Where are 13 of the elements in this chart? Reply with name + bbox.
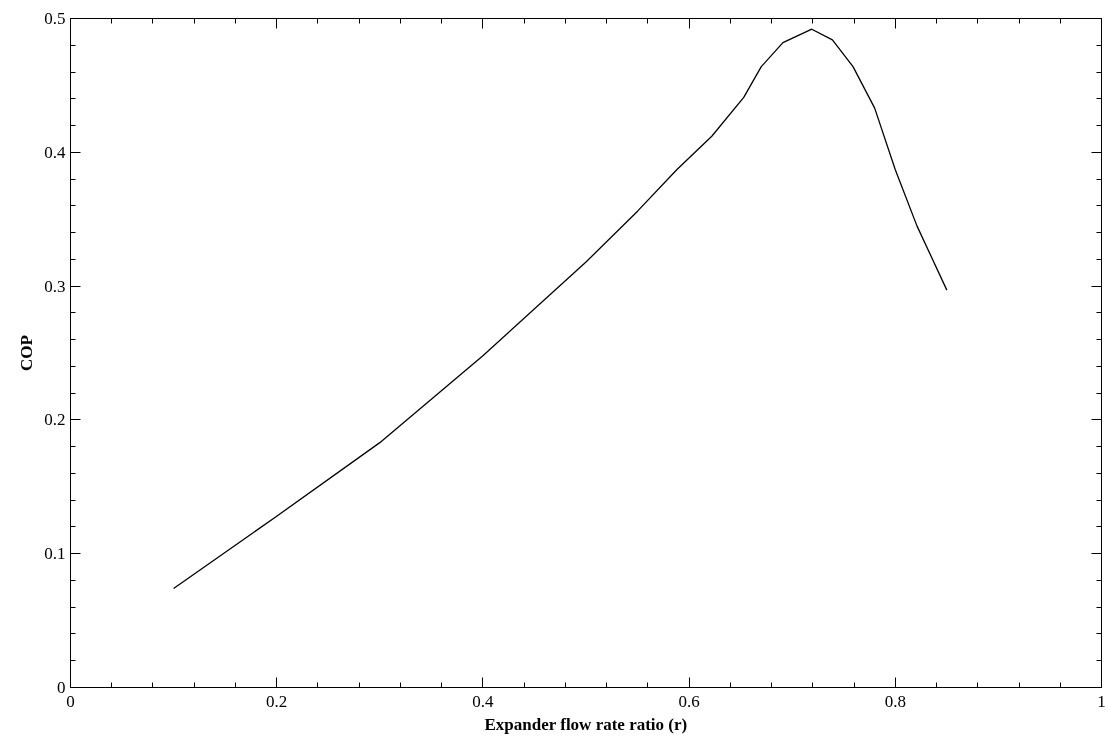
x-tick-label: 0.2 <box>266 691 288 711</box>
y-tick-label: 0 <box>57 678 66 697</box>
y-axis-title: COP <box>17 335 37 371</box>
y-tick-label: 0.3 <box>44 276 66 296</box>
x-axis-title: Expander flow rate ratio (r) <box>484 714 688 734</box>
y-tick-label: 0.1 <box>44 544 66 564</box>
x-tick-label: 0.6 <box>678 691 700 711</box>
y-tick-label: 0.5 <box>44 9 66 28</box>
x-tick-label: 1 <box>1097 691 1106 711</box>
x-tick-label: 0.4 <box>472 691 495 711</box>
x-tick-label: 0.8 <box>884 691 906 711</box>
y-tick-label: 0.4 <box>44 142 66 162</box>
y-tick-label: 0.2 <box>44 410 66 430</box>
